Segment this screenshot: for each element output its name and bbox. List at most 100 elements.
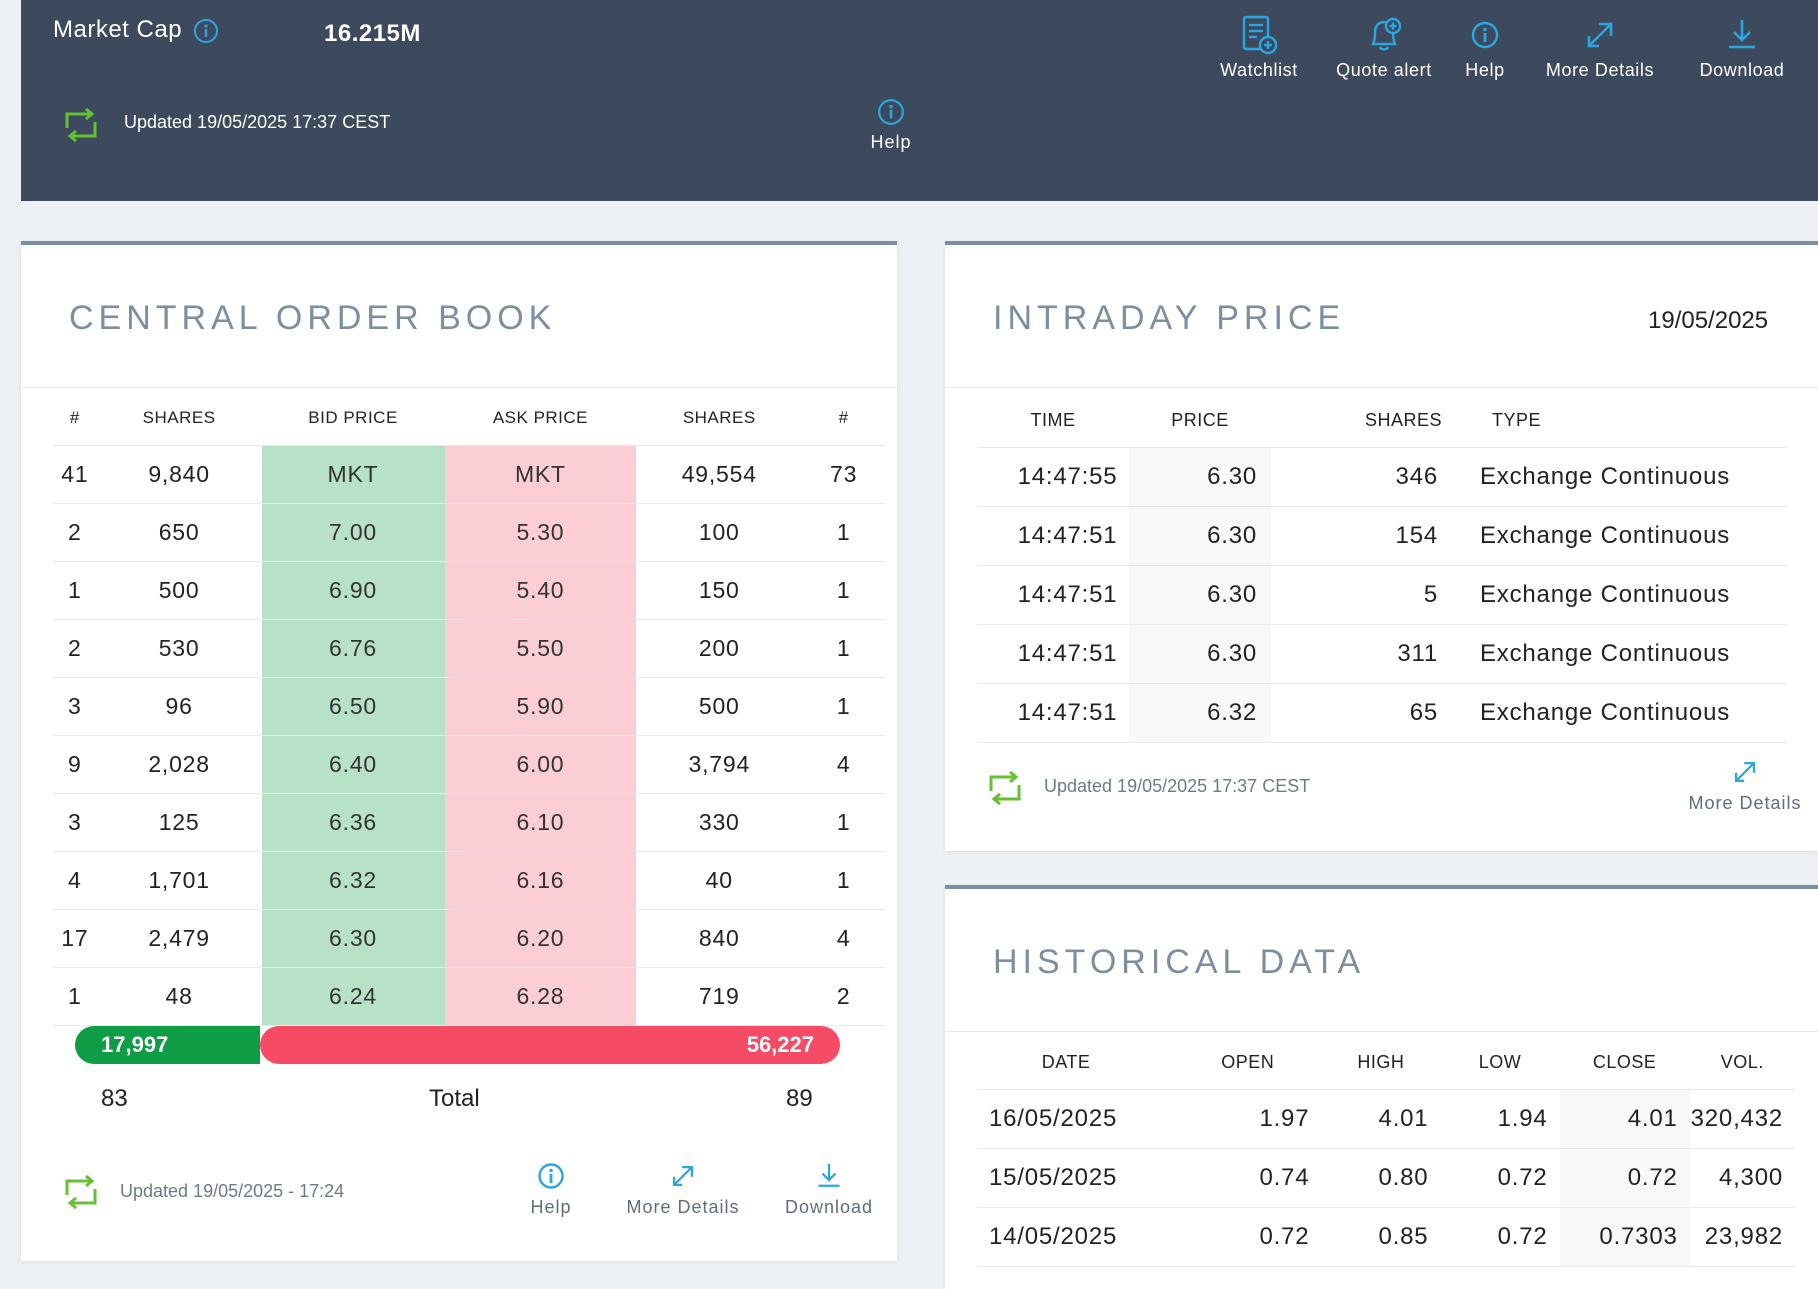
ask-price-cell: 5.50 <box>444 619 637 678</box>
ask-price-cell: 6.10 <box>444 793 637 852</box>
table-row: 14/05/2025 0.72 0.85 0.72 0.7303 23,982 <box>977 1207 1795 1267</box>
intraday-more-details-label: More Details <box>1688 793 1802 813</box>
time-cell: 14:47:51 <box>977 506 1129 566</box>
ask-price-cell: 6.00 <box>444 735 637 794</box>
header-help-label: Help <box>870 132 912 152</box>
refresh-icon[interactable] <box>61 1174 101 1214</box>
table-row: 14:47:51 6.32 65 Exchange Continuous <box>977 683 1787 743</box>
info-icon <box>878 99 904 125</box>
low-cell: 1.94 <box>1440 1089 1560 1149</box>
market-cap-value: 16.215M <box>324 20 421 47</box>
close-cell: 0.72 <box>1559 1148 1690 1208</box>
order-book-download-button[interactable]: Download <box>771 1159 887 1218</box>
watchlist-icon <box>1242 15 1278 55</box>
col-open: OPEN <box>1155 1035 1322 1090</box>
download-button[interactable]: Download <box>1687 14 1797 81</box>
ask-shares-cell: 40 <box>636 851 803 910</box>
market-cap-info-icon[interactable] <box>193 18 219 49</box>
ask-price-cell: 6.20 <box>444 909 637 968</box>
intraday-table: TIME PRICE SHARES TYPE 14:47:55 6.30 346 Ex… <box>977 393 1787 743</box>
ask-price-cell: 6.16 <box>444 851 637 910</box>
total-bid-shares: 17,997 <box>75 1026 261 1064</box>
expand-icon <box>672 1165 694 1187</box>
order-book-help-button[interactable]: Help <box>511 1159 591 1218</box>
ask-orders-cell: 73 <box>802 445 885 504</box>
quote-alert-label: Quote alert <box>1336 60 1432 80</box>
intraday-updated-time: Updated 19/05/2025 17:37 CEST <box>1044 776 1311 796</box>
watchlist-label: Watchlist <box>1220 60 1298 80</box>
ask-orders-cell: 4 <box>802 735 885 794</box>
order-book-card: CENTRAL ORDER BOOK # SHARES BID PRICE AS… <box>21 241 897 1261</box>
col-bid-price: BID PRICE <box>261 391 445 446</box>
intraday-price-card: INTRADAY PRICE 19/05/2025 TIME PRICE SHA… <box>945 241 1818 851</box>
order-book-table: # SHARES BID PRICE ASK PRICE SHARES # 41… <box>53 391 885 1026</box>
help-label: Help <box>1465 60 1505 80</box>
col-bid-orders: # <box>53 391 97 446</box>
intraday-more-details-button[interactable]: More Details <box>1680 755 1810 814</box>
bid-shares-cell: 125 <box>96 793 262 852</box>
divider <box>945 387 1818 388</box>
time-cell: 14:47:51 <box>977 683 1129 743</box>
ask-shares-cell: 100 <box>636 503 803 562</box>
info-icon <box>538 1163 564 1189</box>
divider <box>945 1031 1818 1032</box>
ask-shares-cell: 330 <box>636 793 803 852</box>
col-ask-price: ASK PRICE <box>444 391 637 446</box>
price-cell: 6.30 <box>1129 565 1271 625</box>
quote-alert-button[interactable]: Quote alert <box>1324 14 1444 81</box>
table-row: 2 530 6.76 5.50 200 1 <box>53 619 885 678</box>
order-book-more-details-button[interactable]: More Details <box>613 1159 753 1218</box>
table-row: 9 2,028 6.40 6.00 3,794 4 <box>53 735 885 794</box>
ask-shares-cell: 500 <box>636 677 803 736</box>
table-row: 4 1,701 6.32 6.16 40 1 <box>53 851 885 910</box>
total-ask-shares: 56,227 <box>260 1026 840 1064</box>
watchlist-button[interactable]: Watchlist <box>1209 14 1309 81</box>
type-cell: Exchange Continuous <box>1452 506 1787 566</box>
download-label: Download <box>1699 60 1785 80</box>
ask-price-cell: 6.28 <box>444 967 637 1026</box>
table-row: 2 650 7.00 5.30 100 1 <box>53 503 885 562</box>
header-updated-time: Updated 19/05/2025 17:37 CEST <box>124 112 391 132</box>
order-book-updated-time: Updated 19/05/2025 - 17:24 <box>120 1181 345 1201</box>
historical-table: DATE OPEN HIGH LOW CLOSE VOL. 16/05/2025… <box>977 1035 1795 1267</box>
more-details-button[interactable]: More Details <box>1535 14 1665 81</box>
open-cell: 0.72 <box>1155 1207 1322 1267</box>
low-cell: 0.72 <box>1440 1207 1560 1267</box>
ask-shares-cell: 49,554 <box>636 445 803 504</box>
help-button[interactable]: Help <box>1445 14 1525 81</box>
price-cell: 6.30 <box>1129 506 1271 566</box>
bid-orders-cell: 3 <box>53 793 97 852</box>
bid-price-cell: 6.40 <box>261 735 445 794</box>
col-volume: VOL. <box>1689 1035 1795 1090</box>
intraday-title: INTRADAY PRICE <box>993 299 1346 337</box>
date-cell: 15/05/2025 <box>977 1148 1156 1208</box>
header-help-button[interactable]: Help <box>851 98 931 153</box>
bid-orders-cell: 1 <box>53 967 97 1026</box>
bid-orders-cell: 17 <box>53 909 97 968</box>
date-cell: 14/05/2025 <box>977 1207 1156 1267</box>
col-date: DATE <box>977 1035 1156 1090</box>
ask-price-cell: 5.30 <box>444 503 637 562</box>
shares-cell: 154 <box>1271 506 1452 566</box>
refresh-icon[interactable] <box>985 770 1025 810</box>
volume-cell: 4,300 <box>1689 1148 1795 1208</box>
open-cell: 0.74 <box>1155 1148 1322 1208</box>
download-icon <box>818 1163 840 1187</box>
ask-price-cell: MKT <box>444 445 637 504</box>
info-icon <box>1471 21 1499 49</box>
order-book-download-label: Download <box>784 1197 874 1217</box>
refresh-icon[interactable] <box>61 107 101 147</box>
ask-orders-cell: 2 <box>802 967 885 1026</box>
bid-price-cell: 6.50 <box>261 677 445 736</box>
bid-orders-cell: 2 <box>53 619 97 678</box>
ask-shares-cell: 3,794 <box>636 735 803 794</box>
shares-cell: 346 <box>1271 447 1452 507</box>
order-book-help-label: Help <box>530 1197 572 1217</box>
more-details-label: More Details <box>1545 60 1655 80</box>
table-header-row: TIME PRICE SHARES TYPE <box>977 393 1787 448</box>
low-cell: 0.72 <box>1440 1148 1560 1208</box>
table-row: 14:47:51 6.30 311 Exchange Continuous <box>977 624 1787 684</box>
total-ask-orders: 89 <box>786 1085 813 1112</box>
volume-cell: 320,432 <box>1689 1089 1795 1149</box>
ask-shares-cell: 150 <box>636 561 803 620</box>
